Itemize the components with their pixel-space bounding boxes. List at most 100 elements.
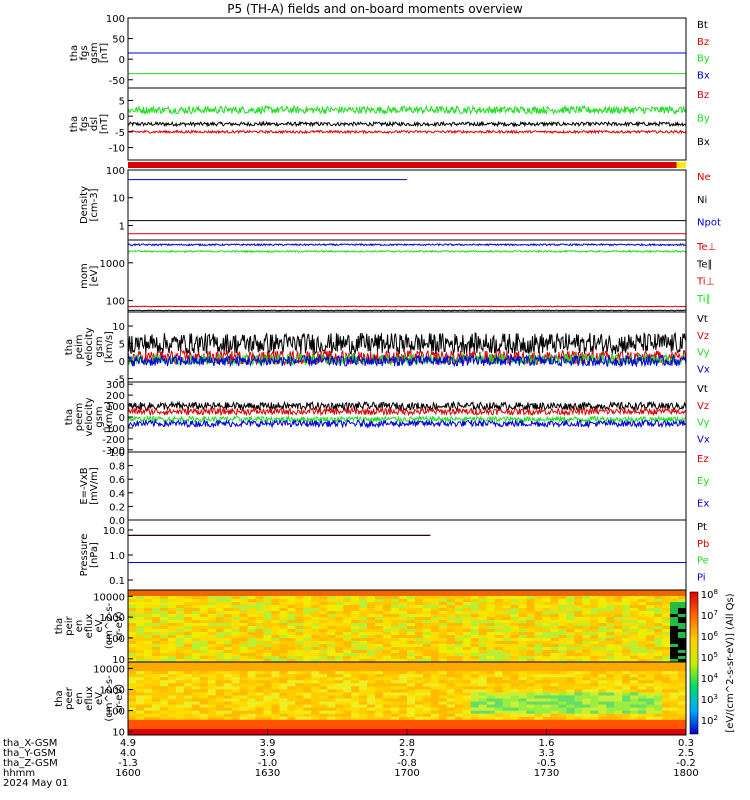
panel-frame [127,451,687,521]
spectrogram-cell [135,632,145,636]
spectrogram-cell [287,725,296,730]
spectrogram-cell [422,674,432,678]
spectrogram-cell [191,644,201,648]
spectrogram-cell [534,719,544,724]
spectrogram-cell [478,707,488,712]
spectrogram-cell [430,590,440,594]
spectrogram-cell [638,725,647,730]
spectrogram-cell [359,641,368,645]
spectrogram-cell [486,716,496,721]
spectrogram-cell [598,605,607,609]
spectrogram-cell [510,725,520,730]
spectrogram-cell [638,680,647,684]
spectrogram-cell [295,629,304,633]
spectrogram-cell [128,701,137,706]
spectrogram-cell [622,626,631,630]
spectrogram-cell [534,605,544,609]
spectrogram-cell [239,731,249,735]
series-group [128,331,686,368]
spectrogram-cell [630,665,639,669]
spectrogram-cell [598,683,607,687]
spectrogram-cell [311,659,320,662]
spectrogram-cell [590,692,599,697]
spectrogram-cell [375,710,384,715]
spectrogram-cell [502,647,512,651]
spectrogram-cell [287,674,296,678]
spectrogram-cell [343,641,352,645]
spectrogram-cell [319,689,328,694]
spectrogram-cell [391,698,400,703]
spectrogram-cell [247,662,257,666]
spectrogram-cell [678,602,686,606]
spectrogram-cell [534,593,544,597]
spectrogram-cell [574,629,583,633]
spectrogram-cell [566,716,575,721]
spectrogram-cell [143,602,153,606]
spectrogram-cell [183,641,193,645]
spectrogram-cell [518,614,528,618]
spectrogram-cell [367,671,376,675]
spectrogram-cell [391,596,400,600]
spectrogram-cell [526,722,536,727]
spectrogram-cell [494,710,504,715]
spectrogram-cell [159,668,169,672]
spectrogram-cell [678,644,686,648]
spectrogram-cell [223,659,233,662]
spectrogram-cell [311,707,320,712]
spectrogram-cell [191,710,201,715]
spectrogram-cell [159,671,169,675]
spectrogram-cell [303,701,312,706]
spectrogram-cell [175,611,185,615]
spectrogram-cell [335,671,344,675]
spectrogram-cell [598,626,607,630]
spectrogram-cell [399,608,408,612]
spectrogram-cell [566,719,575,724]
spectrogram-cell [383,611,392,615]
spectrogram-cell [391,719,400,724]
spectrogram-cell [383,629,392,633]
spectrogram-cell [662,656,671,660]
spectrogram-cell [478,629,488,633]
spectrogram-cell [422,626,432,630]
spectrogram-cell [207,713,217,718]
spectrogram-cell [151,701,161,706]
spectrogram-cell [159,650,169,654]
spectrogram-cell [135,659,145,662]
spectrogram-cell [175,608,185,612]
spectrogram-cell [191,611,201,615]
spectrogram-cell [239,656,249,660]
spectrogram-cell [622,656,631,660]
spectrogram-cell [343,701,352,706]
spectrogram-cell [470,644,480,648]
spectrogram-cell [359,605,368,609]
spectrogram-cell [199,710,209,715]
spectrogram-cell [622,683,631,687]
spectrogram-cell [159,596,169,600]
legend-Bz: Bz [697,37,709,48]
spectrogram-cell [375,713,384,718]
spectrogram-cell [670,701,679,706]
spectrogram-cell [446,713,456,718]
spectrogram-cell [494,638,504,642]
spectrogram-cell [670,602,679,606]
spectrogram-cell [590,638,599,642]
spectrogram-cell [383,704,392,709]
spectrogram-cell [614,656,623,660]
spectrogram-cell [255,683,265,687]
spectrogram-cell [135,668,145,672]
spectrogram-cell [582,647,591,651]
spectrogram-cell [606,653,615,657]
spectrogram-cell [327,710,336,715]
spectrogram-cell [638,656,647,660]
spectrogram-cell [654,725,663,730]
spectrogram-cell [175,692,185,697]
spectrogram-cell [159,590,169,594]
spectrogram-cell [670,617,679,621]
spectrogram-cell [207,608,217,612]
spectrogram-cell [670,626,679,630]
spectrogram-cell [351,623,360,627]
spectrogram-cell [159,680,169,684]
spectrogram-cell [614,692,623,697]
spectrogram-cell [151,617,161,621]
spectrogram-cell [343,725,352,730]
